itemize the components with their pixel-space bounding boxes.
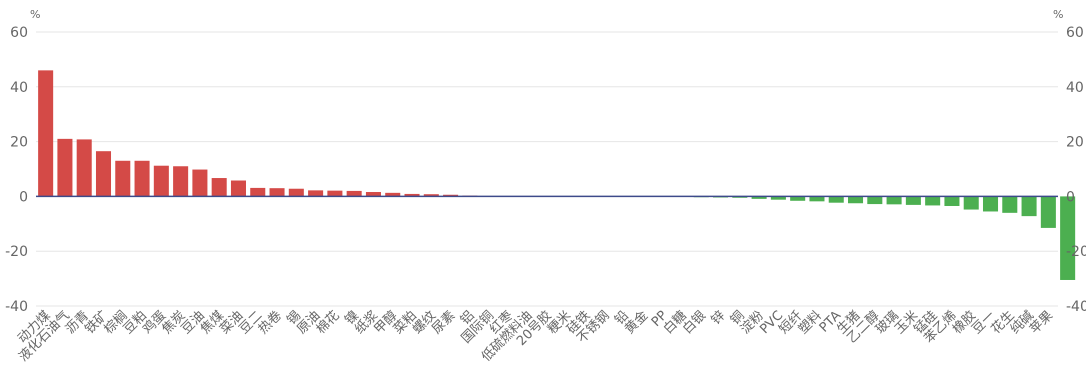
y-tick-label-left: -40 [5,299,28,315]
bar[interactable] [95,151,112,197]
bar[interactable] [1002,196,1018,213]
bar[interactable] [1040,196,1056,228]
y-tick-label-left: 20 [10,135,28,151]
y-axis-right: 60 40 20 0 -20 -40 [1066,25,1086,315]
x-tick-label: 尿素 [429,308,458,337]
x-tick-label: 黄金 [622,308,652,338]
y-axis-right-unit: % [1053,8,1063,21]
y-axis-left-unit: % [30,8,40,21]
bar[interactable] [809,196,825,202]
bar[interactable] [1060,196,1076,280]
bar[interactable] [115,160,131,197]
y-tick-label-left: 60 [10,25,28,41]
bar[interactable] [76,139,92,197]
x-tick-label: 锌 [709,308,729,328]
bar[interactable] [230,180,246,197]
x-tick-label: 棉花 [313,308,343,338]
bar[interactable] [867,196,883,205]
bar[interactable] [828,196,844,203]
bar[interactable] [308,190,324,197]
bar[interactable] [173,166,189,197]
x-tick-label: 白银 [679,308,709,338]
bar[interactable] [404,193,420,197]
bar[interactable] [134,160,150,197]
gridlines [36,31,1058,307]
bars [38,70,1076,280]
y-tick-label-right: 40 [1066,80,1084,96]
bar[interactable] [385,192,401,197]
x-tick-label: 热卷 [255,308,285,338]
bar[interactable] [288,188,304,197]
bar[interactable] [269,188,285,197]
bar[interactable] [250,187,266,197]
bar[interactable] [346,190,362,197]
bar[interactable] [982,196,999,212]
y-axis-left: 60 40 20 0 -20 -40 [5,25,28,315]
bar[interactable] [790,196,806,201]
y-tick-label-right: 20 [1066,135,1084,151]
bar[interactable] [886,196,902,205]
x-tick-label: 苹果 [1027,308,1056,337]
bar[interactable] [38,70,54,197]
y-tick-label-right: -20 [1066,244,1086,260]
y-tick-label-left: -20 [5,244,28,260]
bar[interactable] [57,138,73,197]
bar[interactable] [423,194,439,197]
bar[interactable] [1021,196,1037,217]
y-tick-label-right: 0 [1066,189,1075,205]
y-tick-label-left: 40 [10,80,28,96]
bar[interactable] [211,178,227,197]
bar[interactable] [443,194,459,197]
bar[interactable] [944,196,960,206]
y-tick-label-right: -40 [1066,299,1086,315]
bar[interactable] [963,196,979,210]
bar[interactable] [925,196,941,206]
bar[interactable] [153,165,169,197]
bar[interactable] [848,196,864,204]
bar[interactable] [192,169,208,197]
bar[interactable] [905,196,921,205]
y-tick-label-left: 0 [19,189,28,205]
bar[interactable] [365,192,381,197]
y-tick-label-right: 60 [1066,25,1084,41]
bar[interactable] [751,196,767,199]
bar[interactable] [770,196,786,200]
bar[interactable] [327,190,343,197]
